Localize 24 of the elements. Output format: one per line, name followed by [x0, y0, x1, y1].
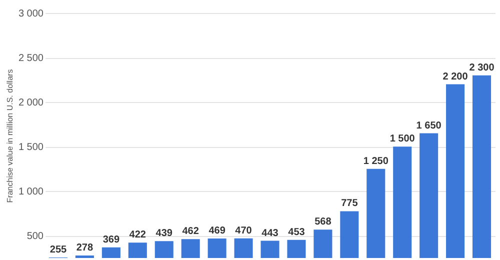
data-label: 1 650: [416, 120, 442, 132]
data-label: 775: [341, 198, 358, 210]
data-label: 462: [182, 226, 200, 238]
data-label: 470: [235, 225, 252, 236]
data-label: 2 300: [469, 62, 495, 74]
y-tick-label: 500: [26, 231, 44, 242]
data-label: 422: [129, 230, 146, 241]
y-tick-label: 2 500: [18, 53, 44, 64]
data-label: 439: [156, 228, 173, 240]
y-tick-label: 1 000: [18, 186, 44, 198]
data-label: 255: [50, 244, 68, 256]
data-label: 278: [76, 242, 94, 254]
data-label: 369: [102, 234, 120, 246]
data-label: 443: [262, 228, 279, 239]
y-tick-label: 1 500: [18, 142, 44, 154]
data-label: 1 250: [363, 156, 389, 167]
y-tick-label: 3 000: [18, 8, 44, 20]
data-label: 568: [314, 216, 332, 228]
y-axis-title: Franchise value in million U.S. dollars: [5, 69, 14, 203]
y-tick-label: 2 000: [18, 98, 44, 109]
data-label: 2 200: [442, 71, 468, 82]
data-label: 469: [208, 225, 226, 236]
data-label: 1 500: [390, 134, 416, 145]
data-label: 453: [288, 226, 306, 238]
